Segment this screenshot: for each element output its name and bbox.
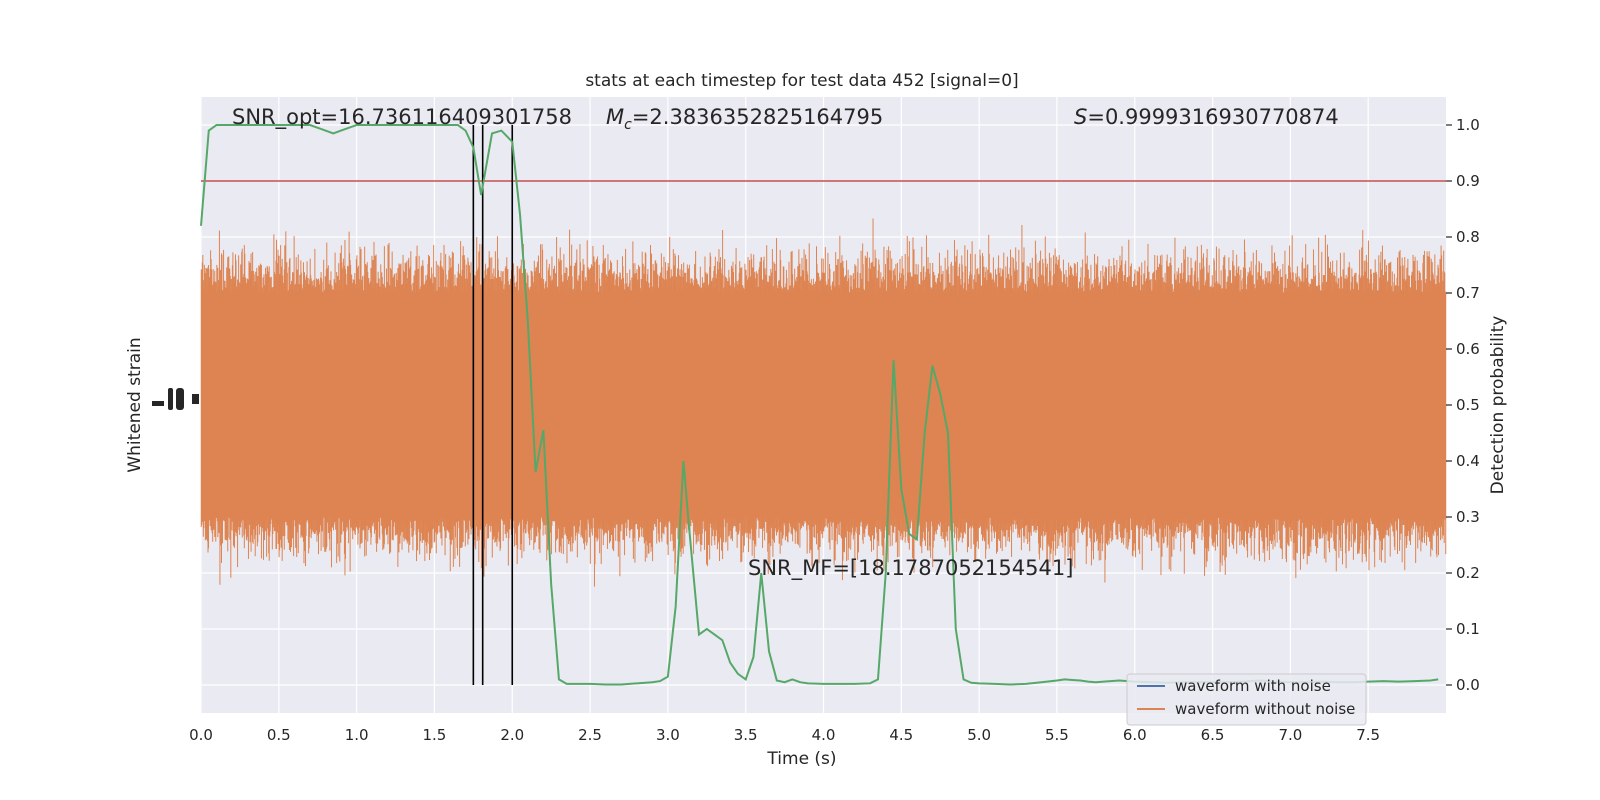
left-axis-squashed-ticks [152,388,199,410]
x-tick-label: 2.5 [578,726,602,744]
x-tick-label: 7.5 [1356,726,1380,744]
y-tick-label: 0.3 [1456,508,1480,526]
x-tick-label: 6.0 [1123,726,1147,744]
y-tick-label: 0.4 [1456,452,1480,470]
x-tick-label: 4.0 [812,726,836,744]
waveform-without-noise-series [200,218,1447,587]
x-tick-label: 3.5 [734,726,758,744]
chart-title: stats at each timestep for test data 452… [585,71,1018,91]
chirp-mass-annotation: Mc=2.3836352825164795 [606,105,883,133]
x-axis-ticks: 0.0 0.5 1.0 1.5 2.0 2.5 3.0 3.5 4.0 4.5 5.0 5.5 6.0 6… [189,726,1380,744]
legend-box [1126,673,1367,726]
x-tick-label: 6.5 [1201,726,1225,744]
y-axis-right-title: Detection probability [1488,316,1508,495]
y-tick-label: 0.2 [1456,564,1480,582]
y-tick-label: 0.9 [1456,172,1480,190]
legend-label-waveform-without-noise: waveform without noise [1175,700,1355,718]
event-markers [472,125,514,685]
x-tick-label: 5.0 [967,726,991,744]
y-tick-label: 0.7 [1456,284,1480,302]
x-tick-label: 4.5 [889,726,913,744]
y-tick-label: 0.8 [1456,228,1480,246]
legend-label-waveform-with-noise: waveform with noise [1175,677,1331,695]
x-tick-label: 1.0 [345,726,369,744]
x-tick-label: 2.0 [500,726,524,744]
x-axis-title: Time (s) [766,749,836,769]
x-tick-label: 0.5 [267,726,291,744]
y-axis-right-ticks: 0.0 0.1 0.2 0.3 0.4 0.5 0.6 0.7 0.8 0.9 1.0 [1446,116,1480,694]
x-tick-label: 7.0 [1278,726,1302,744]
x-tick-label: 3.0 [656,726,680,744]
y-tick-label: 0.6 [1456,340,1480,358]
x-tick-label: 1.5 [423,726,447,744]
x-tick-label: 0.0 [189,726,213,744]
y-axis-left-title: Whitened strain [125,337,145,472]
legend: waveform with noise waveform without noi… [1126,673,1367,726]
y-tick-label: 1.0 [1456,116,1480,134]
y-tick-label: 0.0 [1456,676,1480,694]
snr-mf-annotation: SNR_MF=[18.1787052154541] [748,556,1073,581]
y-tick-label: 0.5 [1456,396,1480,414]
snr-opt-annotation: SNR_opt=16.736116409301758 [232,105,572,130]
y-tick-label: 0.1 [1456,620,1480,638]
x-tick-label: 5.5 [1045,726,1069,744]
overlap-annotation: S=0.9999316930770874 [1074,105,1339,129]
